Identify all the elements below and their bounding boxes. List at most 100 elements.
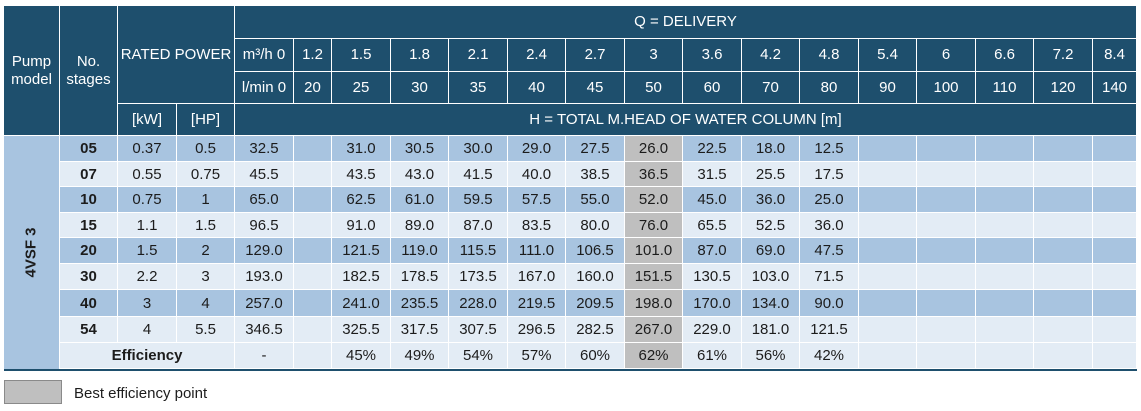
header-flow-lmin: 50 (625, 72, 683, 104)
head-cell (1034, 187, 1093, 213)
head-cell: 235.5 (391, 290, 449, 317)
head-cell: 41.5 (449, 162, 508, 187)
best-efficiency-cell: 26.0 (625, 136, 683, 162)
head-cell (917, 238, 976, 264)
header-flow-m3h: 1.8 (391, 39, 449, 72)
head-cell: 307.5 (449, 317, 508, 343)
head-cell (917, 317, 976, 343)
head-cell: 45.0 (683, 187, 742, 213)
head-cell: 40.0 (508, 162, 566, 187)
head-cell: 52.5 (742, 213, 800, 238)
head-cell: 134.0 (742, 290, 800, 317)
stage-cell: 10 (60, 187, 118, 213)
head-cell: 30.0 (449, 136, 508, 162)
kw-cell: 3 (118, 290, 177, 317)
head-cell (1034, 290, 1093, 317)
header-flow-lmin: 70 (742, 72, 800, 104)
efficiency-cell: 54% (449, 343, 508, 369)
stage-cell: 54 (60, 317, 118, 343)
header-flow-m3h: 3 (625, 39, 683, 72)
best-efficiency-cell: 151.5 (625, 264, 683, 290)
head-cell (917, 187, 976, 213)
head-cell (294, 238, 332, 264)
head-cell (1093, 238, 1137, 264)
head-cell: 65.5 (683, 213, 742, 238)
header-no-stages: No. stages (60, 6, 118, 136)
efficiency-cell (976, 343, 1034, 369)
head-cell: 55.0 (566, 187, 625, 213)
pump-model-cell: 4VSF 3 (4, 136, 60, 369)
head-cell (294, 264, 332, 290)
head-cell (917, 290, 976, 317)
efficiency-cell: 49% (391, 343, 449, 369)
efficiency-cell (859, 343, 917, 369)
head-cell: 90.0 (800, 290, 859, 317)
head-cell: 43.5 (332, 162, 391, 187)
head-cell (1093, 162, 1137, 187)
head-cell: 296.5 (508, 317, 566, 343)
head-cell (1093, 187, 1137, 213)
hp-cell: 3 (177, 264, 235, 290)
best-efficiency-cell: 36.5 (625, 162, 683, 187)
stage-cell: 30 (60, 264, 118, 290)
kw-cell: 0.55 (118, 162, 177, 187)
hp-cell: 1 (177, 187, 235, 213)
legend-swatch (4, 380, 62, 404)
kw-cell: 0.37 (118, 136, 177, 162)
header-pump-model: Pump model (4, 6, 60, 136)
head-cell: 87.0 (449, 213, 508, 238)
head-cell: 43.0 (391, 162, 449, 187)
head-zero-cell: 129.0 (235, 238, 294, 264)
head-zero-cell: 193.0 (235, 264, 294, 290)
head-cell (1093, 290, 1137, 317)
head-cell: 17.5 (800, 162, 859, 187)
head-cell (1034, 162, 1093, 187)
header-hp: [HP] (177, 104, 235, 136)
header-q-delivery: Q = DELIVERY (235, 6, 1137, 39)
kw-cell: 1.1 (118, 213, 177, 238)
head-cell (976, 213, 1034, 238)
head-cell: 38.5 (566, 162, 625, 187)
head-cell: 62.5 (332, 187, 391, 213)
head-cell (1034, 136, 1093, 162)
header-flow-lmin: 40 (508, 72, 566, 104)
head-cell: 106.5 (566, 238, 625, 264)
kw-cell: 2.2 (118, 264, 177, 290)
head-cell: 241.0 (332, 290, 391, 317)
header-flow-m3h: 4.2 (742, 39, 800, 72)
head-cell (976, 290, 1034, 317)
head-cell: 36.0 (800, 213, 859, 238)
head-cell (1034, 238, 1093, 264)
header-flow-m3h: 2.4 (508, 39, 566, 72)
head-cell: 31.0 (332, 136, 391, 162)
head-cell: 178.5 (391, 264, 449, 290)
stage-cell: 05 (60, 136, 118, 162)
head-cell (1093, 213, 1137, 238)
best-efficiency-value: 62% (625, 343, 683, 369)
header-flow-m3h: 4.8 (800, 39, 859, 72)
efficiency-cell (294, 343, 332, 369)
head-cell: 325.5 (332, 317, 391, 343)
header-flow-m3h: 7.2 (1034, 39, 1093, 72)
efficiency-cell: 56% (742, 343, 800, 369)
header-m3h-label: m³/h 0 (235, 39, 294, 72)
hp-cell: 0.5 (177, 136, 235, 162)
header-flow-lmin: 120 (1034, 72, 1093, 104)
stage-cell: 20 (60, 238, 118, 264)
head-cell: 18.0 (742, 136, 800, 162)
head-zero-cell: 32.5 (235, 136, 294, 162)
stage-cell: 07 (60, 162, 118, 187)
best-efficiency-cell: 198.0 (625, 290, 683, 317)
header-flow-m3h: 8.4 (1093, 39, 1137, 72)
header-flow-m3h: 2.7 (566, 39, 625, 72)
head-cell (1093, 317, 1137, 343)
head-cell (859, 213, 917, 238)
best-efficiency-cell: 76.0 (625, 213, 683, 238)
head-cell: 87.0 (683, 238, 742, 264)
head-cell: 219.5 (508, 290, 566, 317)
head-cell: 228.0 (449, 290, 508, 317)
header-flow-lmin: 30 (391, 72, 449, 104)
header-flow-m3h: 3.6 (683, 39, 742, 72)
header-flow-lmin: 140 (1093, 72, 1137, 104)
head-cell: 25.0 (800, 187, 859, 213)
